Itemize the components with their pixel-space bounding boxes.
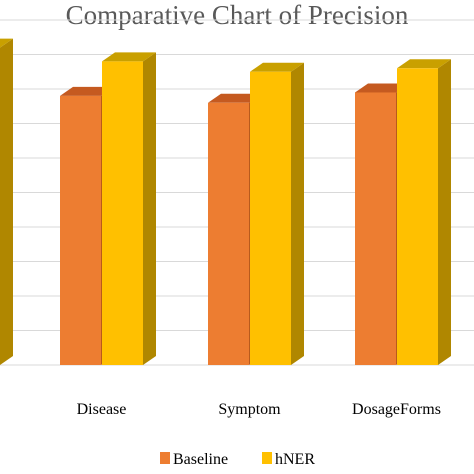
bar-partial-hner-side xyxy=(0,38,13,365)
bars xyxy=(0,38,451,366)
legend-item-hner: hNER xyxy=(262,451,315,468)
legend-swatch xyxy=(160,452,170,464)
bar-hner-disease xyxy=(102,52,156,366)
legend-swatch xyxy=(262,452,272,464)
bar-hner-symptom xyxy=(250,62,304,365)
bar-baseline-disease-top xyxy=(60,86,114,96)
chart-title: Comparative Chart of Precision xyxy=(66,0,409,30)
bar-partial-hner xyxy=(0,38,13,365)
bar-hner-symptom-front xyxy=(250,71,291,365)
bar-hner-dosageforms-front xyxy=(397,68,438,366)
category-label: DosageForms xyxy=(352,401,441,418)
legend: Baseline hNER xyxy=(160,451,315,468)
bar-baseline-dosageforms-front xyxy=(355,92,396,365)
bar-hner-dosageforms-side xyxy=(438,59,451,366)
bar-baseline-symptom-top xyxy=(208,93,262,103)
bar-hner-dosageforms-top xyxy=(397,59,451,69)
bar-baseline-dosageforms-top xyxy=(355,83,409,93)
legend-item-baseline: Baseline xyxy=(160,451,228,468)
category-label: Disease xyxy=(77,401,127,418)
legend-label: hNER xyxy=(275,451,315,468)
bar-hner-dosageforms xyxy=(397,59,451,366)
category-label: Symptom xyxy=(218,401,281,418)
bar-partial-hner-top xyxy=(0,38,13,48)
bar-baseline-symptom-front xyxy=(208,102,249,366)
category-labels: Disease Symptom DosageForms xyxy=(77,401,441,418)
bar-hner-disease-front xyxy=(102,61,143,366)
bar-baseline-disease-front xyxy=(60,95,101,366)
legend-label: Baseline xyxy=(173,451,228,468)
bar-hner-symptom-side xyxy=(291,62,304,365)
bar-hner-disease-top xyxy=(102,52,156,62)
bar-hner-disease-side xyxy=(143,52,156,366)
bar-hner-symptom-top xyxy=(250,62,304,72)
